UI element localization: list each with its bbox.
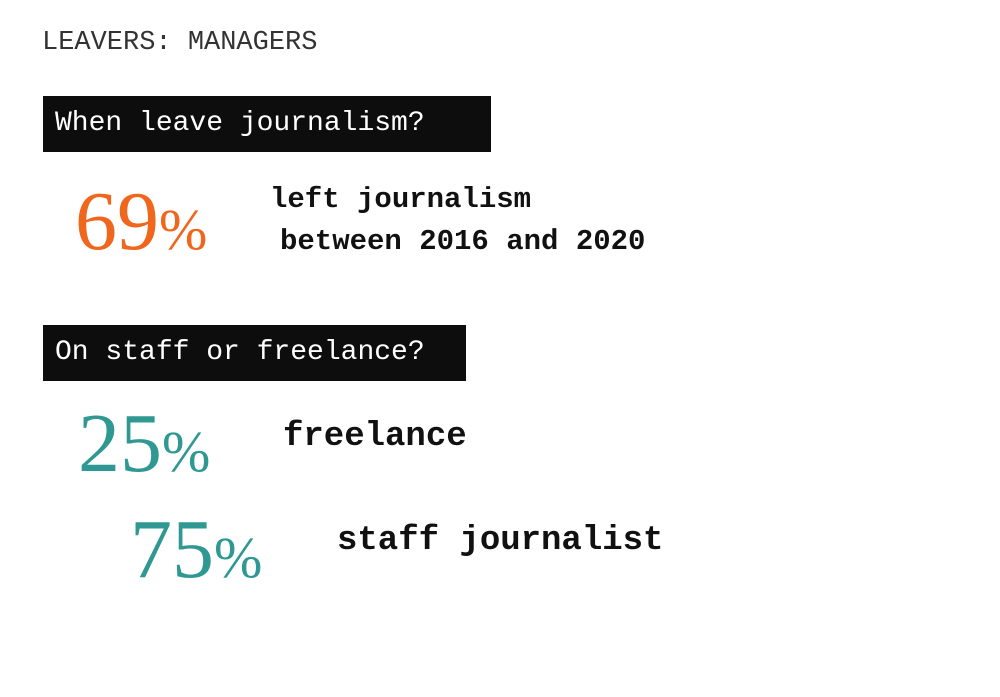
stat-75-percent-sign: % — [214, 525, 263, 590]
section-label-staff-or-freelance: On staff or freelance? — [43, 325, 466, 381]
stat-25-percent-sign: % — [162, 419, 211, 484]
stat-69-text-line-1: left journalism — [270, 183, 532, 216]
stat-75-text: staff journalist — [337, 522, 664, 560]
stat-69-percent-sign: % — [159, 197, 208, 262]
stat-75-number: 75% — [130, 508, 262, 592]
stat-25-value: 25 — [78, 397, 162, 490]
stat-69-text-line-2: between 2016 and 2020 — [280, 225, 646, 258]
page-title: LEAVERS: MANAGERS — [42, 28, 318, 58]
stat-75-value: 75 — [130, 503, 214, 596]
stat-25-text: freelance — [283, 418, 467, 456]
stat-25-number: 25% — [78, 402, 210, 486]
stat-69-number: 69% — [75, 180, 207, 264]
section-label-when-leave: When leave journalism? — [43, 96, 491, 152]
stat-69-value: 69 — [75, 175, 159, 268]
